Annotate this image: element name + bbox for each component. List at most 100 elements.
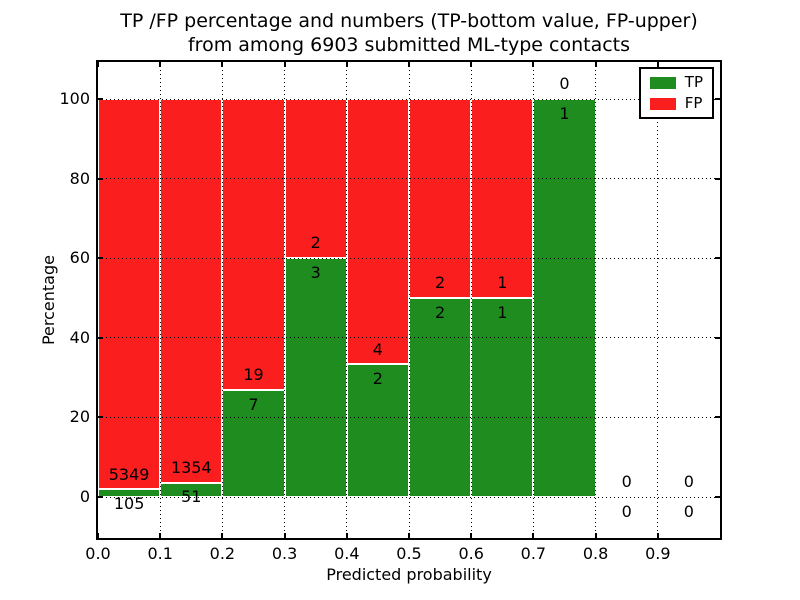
fp-legend-swatch-icon bbox=[649, 97, 676, 110]
fp-count-label: 4 bbox=[372, 339, 383, 359]
x-tick-label: 0.9 bbox=[645, 544, 671, 563]
y-tick-mark-left bbox=[98, 257, 103, 260]
y-tick-mark-left bbox=[98, 496, 103, 498]
tp-count-label: 1 bbox=[559, 103, 570, 123]
chart-title: TP /FP percentage and numbers (TP-bottom… bbox=[98, 9, 720, 57]
x-tick-mark-bottom bbox=[594, 533, 597, 538]
y-tick-mark-left bbox=[98, 177, 103, 180]
x-tick-label: 0.6 bbox=[458, 544, 484, 563]
y-tick-mark-left bbox=[98, 336, 103, 339]
legend-entry-tp: TP bbox=[649, 73, 703, 91]
plot-area: TP FP 5349 105 1354 51 19 7 2 3 4 2 2 2 1 1 0 1 0 0 0 0 bbox=[96, 60, 722, 540]
tp-count-label: 7 bbox=[248, 394, 259, 414]
x-tick-label: 0.5 bbox=[396, 544, 422, 563]
legend-label-tp: TP bbox=[684, 73, 703, 91]
x-tick-mark-bottom bbox=[532, 533, 535, 538]
chart-title-line2: from among 6903 submitted ML-type contac… bbox=[187, 34, 631, 56]
x-tick-mark-top bbox=[532, 62, 535, 67]
tp-count-label: 2 bbox=[372, 369, 383, 389]
bar-tp-segment bbox=[222, 389, 285, 497]
bar-tp-segment bbox=[346, 364, 409, 497]
x-tick-mark-bottom bbox=[345, 533, 348, 538]
x-tick-mark-top bbox=[97, 62, 99, 67]
chart-title-line1: TP /FP percentage and numbers (TP-bottom… bbox=[120, 10, 698, 32]
bar-fp-segment bbox=[471, 99, 534, 298]
fp-count-label: 1354 bbox=[170, 457, 212, 477]
x-tick-mark-bottom bbox=[470, 533, 473, 538]
grid-line-vertical bbox=[221, 62, 223, 538]
bar-fp-segment bbox=[346, 99, 409, 365]
y-tick-mark-right bbox=[715, 177, 720, 180]
y-tick-label: 60 bbox=[69, 248, 90, 268]
x-tick-label: 0.3 bbox=[271, 544, 298, 563]
x-tick-mark-top bbox=[221, 62, 224, 67]
tp-count-label: 1 bbox=[497, 302, 508, 322]
bar-fp-segment bbox=[160, 99, 223, 483]
y-tick-mark-right bbox=[715, 98, 720, 100]
grid-line-vertical bbox=[532, 62, 534, 538]
fp-count-label: 2 bbox=[435, 273, 446, 293]
grid-line-horizontal bbox=[98, 337, 720, 339]
tp-count-label: 105 bbox=[113, 494, 145, 514]
y-tick-mark-right bbox=[715, 336, 720, 339]
grid-line-vertical bbox=[595, 62, 597, 538]
x-tick-mark-top bbox=[345, 62, 348, 67]
bar-tp-segment bbox=[160, 482, 223, 497]
x-tick-mark-top bbox=[283, 62, 286, 67]
bar-tp-segment bbox=[409, 298, 472, 497]
tp-count-label: 2 bbox=[435, 302, 446, 322]
fp-count-label: 2 bbox=[310, 233, 321, 253]
grid-line-vertical bbox=[408, 62, 410, 538]
x-tick-label: 0.2 bbox=[209, 544, 236, 563]
x-tick-mark-top bbox=[470, 62, 473, 67]
y-tick-label: 0 bbox=[79, 487, 90, 506]
y-tick-label: 20 bbox=[69, 407, 90, 427]
x-tick-mark-top bbox=[159, 62, 162, 67]
x-tick-mark-top bbox=[594, 62, 597, 67]
legend: TP FP bbox=[638, 67, 714, 119]
x-tick-label: 0.7 bbox=[520, 544, 547, 563]
grid-line-horizontal bbox=[98, 496, 720, 498]
tp-count-label: 0 bbox=[621, 501, 632, 521]
tp-legend-swatch-icon bbox=[649, 76, 676, 89]
bar-tp-segment bbox=[533, 99, 596, 497]
x-tick-label: 0.1 bbox=[147, 544, 173, 563]
x-tick-mark-bottom bbox=[408, 533, 410, 538]
y-tick-mark-left bbox=[98, 416, 103, 419]
fp-count-label: 19 bbox=[243, 365, 264, 385]
grid-line-horizontal bbox=[98, 257, 720, 259]
x-tick-label: 0.8 bbox=[582, 544, 609, 563]
tp-count-label: 0 bbox=[683, 501, 694, 521]
fp-count-label: 1 bbox=[497, 273, 508, 293]
grid-line-vertical bbox=[657, 62, 659, 538]
x-tick-mark-top bbox=[408, 62, 410, 67]
x-tick-mark-bottom bbox=[97, 533, 99, 538]
grid-line-vertical bbox=[470, 62, 472, 538]
y-tick-label: 40 bbox=[69, 327, 90, 347]
x-tick-label: 0.4 bbox=[334, 544, 360, 563]
fp-count-label: 5349 bbox=[108, 464, 150, 484]
grid-line-vertical bbox=[159, 62, 161, 538]
x-tick-mark-bottom bbox=[656, 533, 659, 538]
fp-count-label: 0 bbox=[559, 74, 570, 94]
y-tick-mark-right bbox=[715, 416, 720, 419]
x-axis-label: Predicted probability bbox=[326, 565, 492, 584]
fp-count-label: 0 bbox=[621, 472, 632, 492]
bar-tp-segment bbox=[471, 298, 534, 497]
x-tick-mark-top bbox=[656, 62, 659, 67]
y-axis-label: Percentage bbox=[39, 255, 58, 346]
legend-entry-fp: FP bbox=[649, 94, 703, 112]
bar-tp-segment bbox=[284, 258, 347, 497]
grid-line-horizontal bbox=[98, 98, 720, 100]
x-tick-label: 0.0 bbox=[85, 544, 111, 563]
y-tick-mark-left bbox=[98, 98, 103, 100]
grid-line-horizontal bbox=[98, 178, 720, 180]
x-tick-mark-bottom bbox=[159, 533, 162, 538]
x-tick-mark-bottom bbox=[221, 533, 224, 538]
x-tick-mark-bottom bbox=[283, 533, 286, 538]
y-tick-label: 80 bbox=[69, 168, 90, 188]
legend-label-fp: FP bbox=[684, 94, 703, 112]
y-tick-mark-right bbox=[715, 496, 720, 498]
bar-fp-segment bbox=[98, 99, 161, 490]
